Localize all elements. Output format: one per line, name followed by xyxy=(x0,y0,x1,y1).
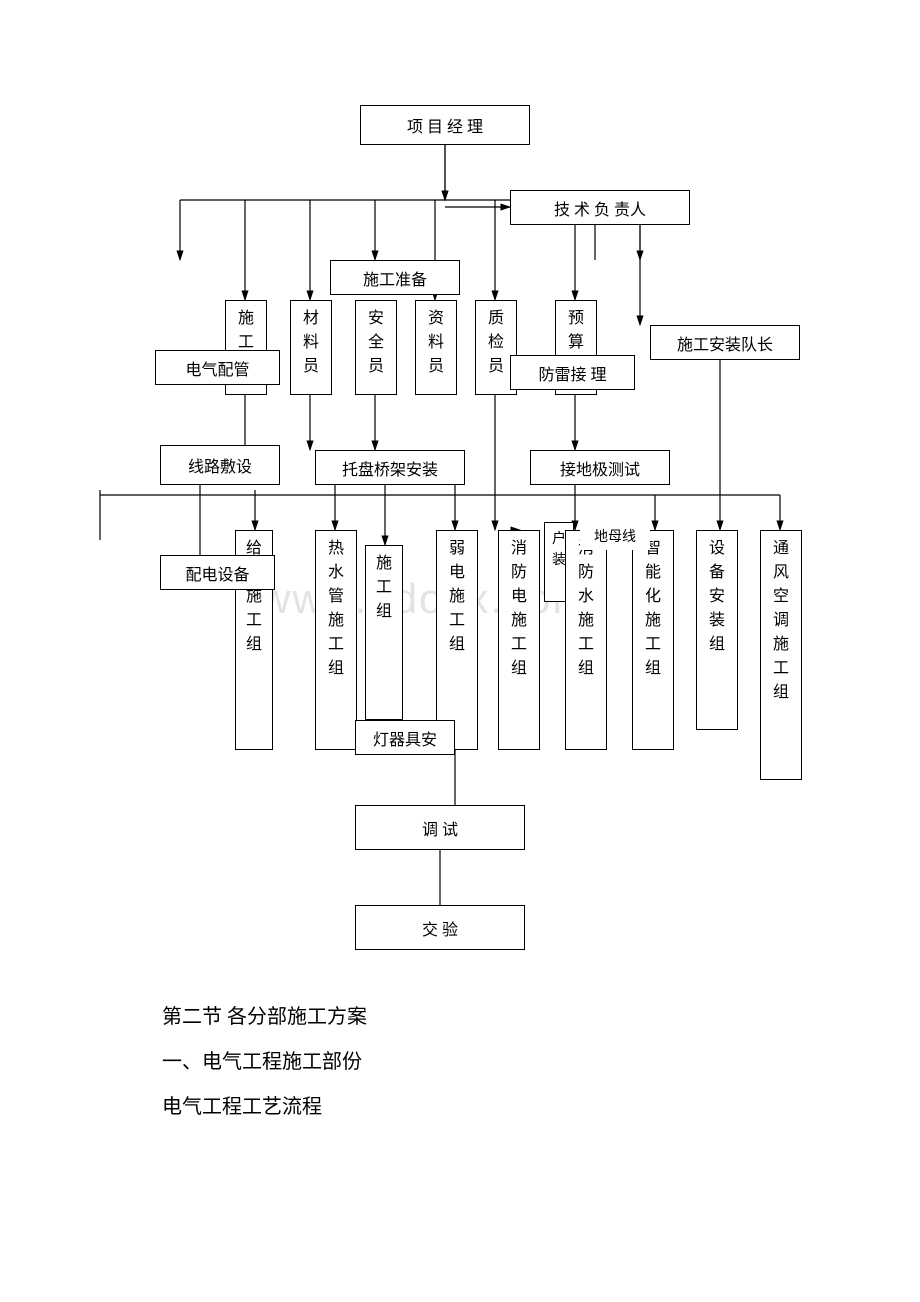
group-xiaofangshui: 消防水施工组 xyxy=(565,530,607,750)
node-jiediji: 接地极测试 xyxy=(530,450,670,485)
node-team-leader: 施工安装队长 xyxy=(650,325,800,360)
group-reshui: 热水管施工组 xyxy=(315,530,357,750)
text-sub1: 一、电气工程施工部份 xyxy=(162,1045,362,1074)
node-dengqiju: 灯器具安 xyxy=(355,720,455,755)
node-tech-lead: 技 术 负 责人 xyxy=(510,190,690,225)
node-peidian: 配电设备 xyxy=(160,555,275,590)
node-project-manager: 项 目 经 理 xyxy=(360,105,530,145)
node-jiaoyan: 交 验 xyxy=(355,905,525,950)
node-xianlu: 线路敷设 xyxy=(160,445,280,485)
node-dianqi: 电气配管 xyxy=(155,350,280,385)
group-shigong2: 施工组 xyxy=(365,545,403,720)
role-cailiao: 材料员 xyxy=(290,300,332,395)
group-tongfeng: 通风空调施工组 xyxy=(760,530,802,780)
group-xiaofangdian: 消防电施工组 xyxy=(498,530,540,750)
role-ziliao: 资料员 xyxy=(415,300,457,395)
text-sub2: 电气工程工艺流程 xyxy=(162,1090,322,1119)
node-fanglei: 防雷接 理 xyxy=(510,355,635,390)
node-prep: 施工准备 xyxy=(330,260,460,295)
node-dimu: 地母线 xyxy=(580,522,650,550)
role-anquan: 安全员 xyxy=(355,300,397,395)
group-shebei: 设备安装组 xyxy=(696,530,738,730)
node-tiaoshi: 调 试 xyxy=(355,805,525,850)
node-tuopan: 托盘桥架安装 xyxy=(315,450,465,485)
text-section-title: 第二节 各分部施工方案 xyxy=(162,1000,367,1029)
group-zhineng: 智能化施工组 xyxy=(632,530,674,750)
group-ruodian: 弱电施工组 xyxy=(436,530,478,750)
